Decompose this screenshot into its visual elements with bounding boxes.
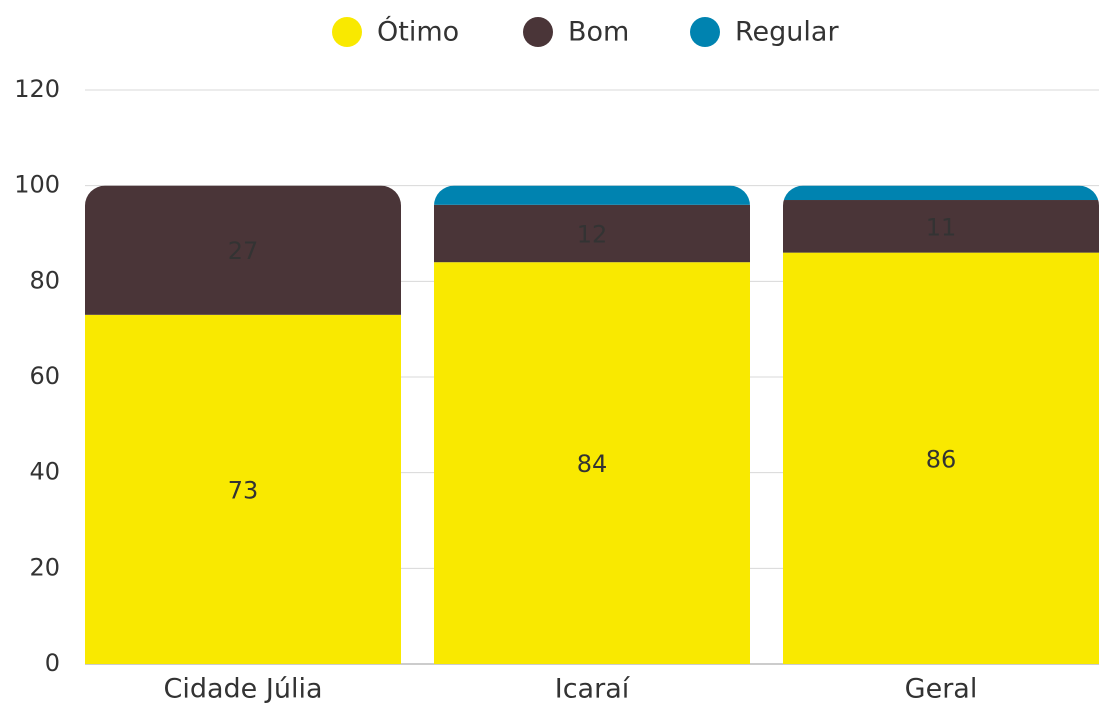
y-tick-label: 120 <box>14 75 60 103</box>
stack <box>434 185 750 664</box>
legend-label: Ótimo <box>377 16 459 48</box>
x-tick-label: Cidade Júlia <box>164 674 323 705</box>
legend-label: Regular <box>735 17 839 48</box>
data-label: 73 <box>228 476 259 504</box>
bar-segment <box>85 314 401 664</box>
x-tick-label: Icaraí <box>555 674 631 705</box>
y-tick-label: 40 <box>29 458 60 486</box>
legend-marker <box>690 17 720 47</box>
data-label: 86 <box>926 445 957 473</box>
bar-segment <box>85 185 401 315</box>
x-tick-label: Geral <box>905 674 978 705</box>
data-label: 12 <box>577 221 608 249</box>
stack <box>85 185 401 664</box>
y-tick-label: 60 <box>29 362 60 390</box>
data-label: 84 <box>577 450 608 478</box>
bar-segment <box>434 262 750 664</box>
y-tick-label: 100 <box>14 171 60 199</box>
data-label: 11 <box>926 213 957 241</box>
data-label: 27 <box>228 237 259 265</box>
bar-segment <box>434 185 750 205</box>
legend-marker <box>523 17 553 47</box>
legend-label: Bom <box>568 17 629 48</box>
y-tick-label: 20 <box>29 553 60 581</box>
bar-segment <box>783 200 1099 253</box>
bar-segment <box>434 204 750 263</box>
legend-marker <box>332 17 362 47</box>
stack <box>783 185 1099 664</box>
y-tick-label: 80 <box>29 266 60 294</box>
bar-segment <box>783 185 1099 201</box>
bar-segment <box>783 252 1099 664</box>
y-tick-label: 0 <box>45 649 60 677</box>
